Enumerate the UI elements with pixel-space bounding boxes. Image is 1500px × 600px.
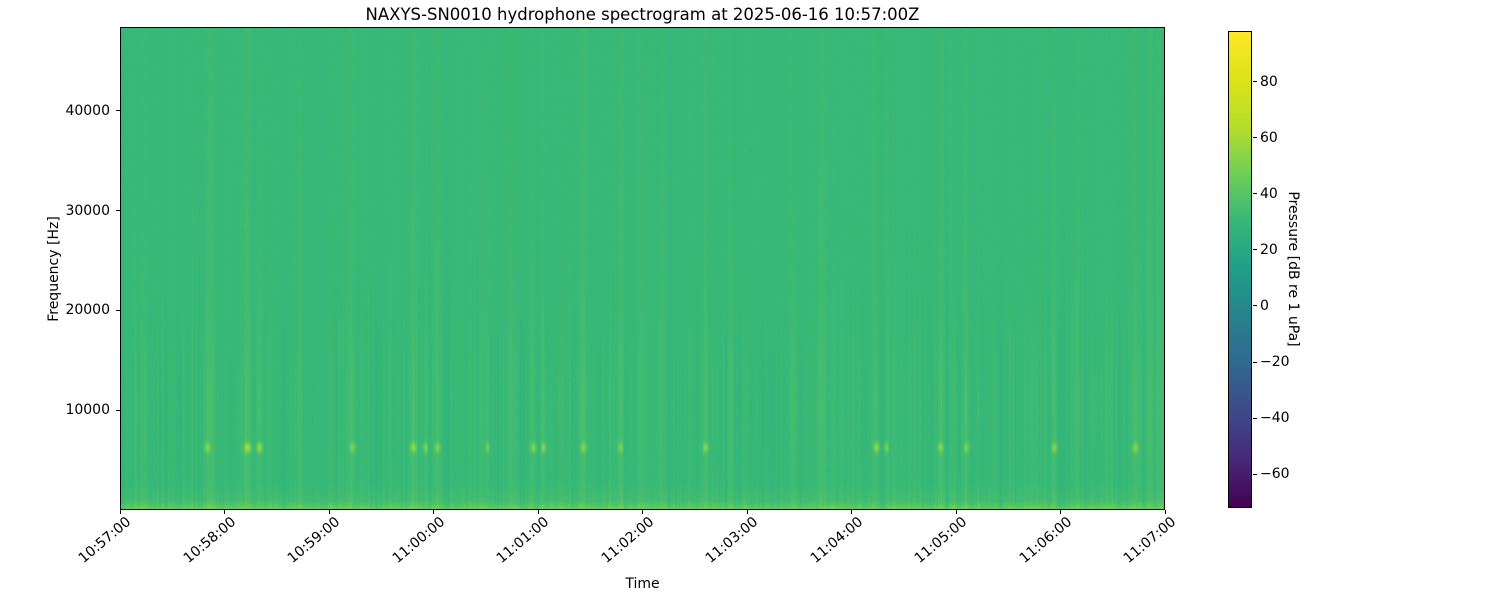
x-tick-label: 10:58:00	[180, 514, 239, 567]
y-tick-label: 20000	[65, 302, 110, 319]
colorbar-tick-mark	[1253, 81, 1257, 82]
colorbar-tick-label: 40	[1260, 185, 1278, 202]
colorbar-tick-mark	[1253, 305, 1257, 307]
x-tick-mark	[1164, 510, 1166, 514]
colorbar-tick-label: 80	[1260, 73, 1278, 90]
x-tick-label: 11:02:00	[598, 514, 657, 567]
colorbar-tick-label: −40	[1260, 410, 1290, 427]
x-tick-mark	[955, 510, 957, 514]
colorbar-tick-label: −60	[1260, 466, 1290, 483]
colorbar-tick-mark	[1253, 361, 1257, 363]
x-tick-label: 11:01:00	[493, 514, 553, 567]
colorbar-tick-mark	[1253, 417, 1257, 419]
x-tick-label: 11:07:00	[1120, 514, 1180, 567]
colorbar-tick-mark	[1253, 473, 1257, 475]
x-tick-label: 11:04:00	[807, 514, 866, 567]
y-axis-label: Frequency [Hz]	[46, 216, 62, 322]
x-tick-label: 11:06:00	[1016, 514, 1075, 567]
x-tick-mark	[746, 510, 748, 514]
x-tick-mark	[851, 510, 852, 514]
x-tick-mark	[119, 510, 121, 514]
colorbar-label: Pressure [dB re 1 uPa]	[1285, 191, 1301, 347]
spectrogram-image	[120, 27, 1165, 510]
x-tick-mark	[328, 510, 330, 514]
x-tick-mark	[433, 510, 434, 514]
colorbar-tick-mark	[1253, 137, 1257, 139]
x-axis-label: Time	[625, 576, 660, 592]
y-tick-mark	[116, 210, 120, 212]
colorbar-tick-label: 60	[1260, 129, 1278, 146]
colorbar	[1228, 31, 1252, 508]
x-tick-mark	[1060, 510, 1061, 514]
x-tick-label: 10:59:00	[284, 514, 344, 567]
colorbar-tick-label: 0	[1260, 297, 1269, 314]
x-tick-mark	[224, 510, 225, 514]
x-tick-label: 11:00:00	[389, 514, 448, 567]
x-tick-label: 10:57:00	[75, 514, 135, 567]
colorbar-tick-label: 20	[1260, 241, 1278, 258]
colorbar-tick-mark	[1253, 193, 1257, 195]
y-tick-mark	[116, 409, 120, 411]
x-tick-mark	[537, 510, 539, 514]
y-tick-label: 40000	[65, 102, 110, 119]
y-tick-label: 30000	[65, 202, 110, 219]
y-tick-label: 10000	[65, 402, 110, 419]
chart-title: NAXYS-SN0010 hydrophone spectrogram at 2…	[365, 5, 920, 24]
colorbar-tick-label: −20	[1260, 354, 1290, 371]
y-tick-mark	[116, 309, 120, 311]
x-tick-label: 11:05:00	[911, 514, 971, 567]
x-tick-mark	[642, 510, 643, 514]
colorbar-gradient	[1229, 32, 1251, 507]
x-tick-label: 11:03:00	[702, 514, 762, 567]
colorbar-tick-mark	[1253, 249, 1257, 251]
y-tick-mark	[116, 110, 120, 112]
